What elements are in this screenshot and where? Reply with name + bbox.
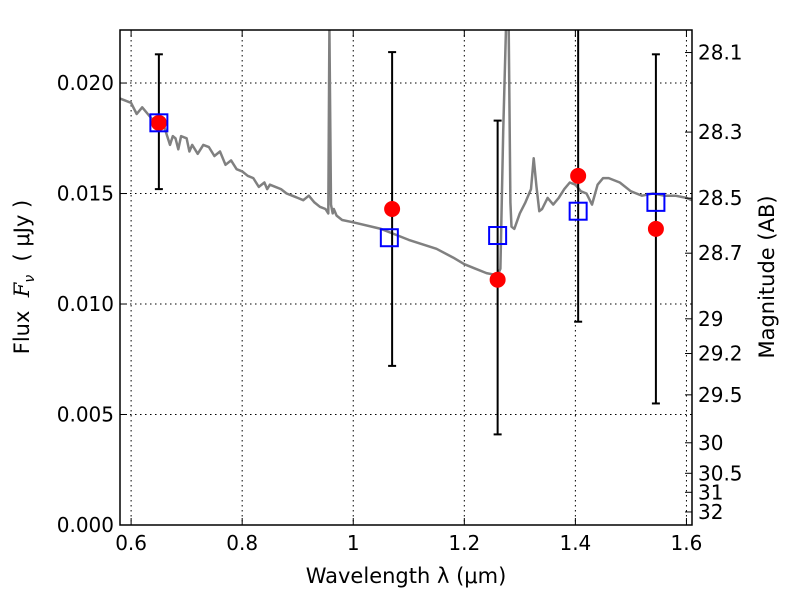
observed-point [647, 220, 664, 237]
observed-point [384, 200, 401, 217]
grid-lines [120, 30, 692, 525]
y-tick-label: 0.015 [57, 182, 114, 206]
model-spectrum-line [120, 30, 692, 277]
model-point [646, 192, 666, 212]
magnitude-axis-label: Magnitude (AB) [755, 195, 779, 358]
model-point [488, 226, 508, 246]
y-tick-label: 0.010 [57, 292, 114, 316]
model-point [568, 201, 588, 221]
y-axis-label: Flux Fν ( μJy ) [10, 200, 38, 355]
model-point [149, 113, 169, 133]
magnitude-tick-label: 30 [698, 431, 723, 455]
x-tick-label: 1 [347, 531, 360, 555]
y-tick-label: 0.000 [57, 513, 114, 537]
x-tick-label: 0.6 [115, 531, 147, 555]
magnitude-tick-label: 28.1 [698, 41, 743, 65]
observed-point [150, 114, 167, 131]
magnitude-tick-label: 30.5 [698, 461, 743, 485]
magnitude-tick-label: 31 [698, 480, 723, 504]
plot-frame [119, 29, 693, 526]
x-tick-label: 1.2 [448, 531, 480, 555]
x-tick-label: 0.8 [226, 531, 258, 555]
y-tick-label: 0.005 [57, 403, 114, 427]
magnitude-tick-label: 28.3 [698, 120, 743, 144]
magnitude-tick-label: 28.7 [698, 241, 743, 265]
magnitude-tick-label: 32 [698, 500, 723, 524]
model-point [379, 228, 399, 248]
magnitude-tick-label: 29.2 [698, 342, 743, 366]
magnitude-tick-label: 29.5 [698, 383, 743, 407]
x-tick-label: 1.6 [671, 531, 703, 555]
observed-point [570, 167, 587, 184]
magnitude-tick-label: 29 [698, 307, 723, 331]
x-tick-label: 1.4 [559, 531, 591, 555]
magnitude-tick-label: 28.5 [698, 186, 743, 210]
plot-area [120, 30, 692, 436]
observed-point [489, 271, 506, 288]
x-axis-label: Wavelength λ (μm) [306, 564, 507, 588]
axis-ticks: 0.6 0.8 1 1.2 1.4 1.6 0.000 0.005 0.010 0.015 0.02… [57, 30, 743, 555]
y-tick-label: 0.020 [57, 71, 114, 95]
